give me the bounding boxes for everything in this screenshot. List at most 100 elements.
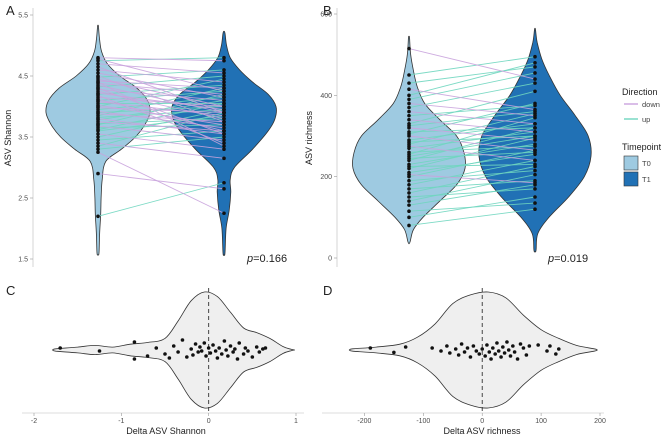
pair-line-up	[408, 164, 536, 167]
delta-point	[250, 355, 255, 359]
data-point-t0	[407, 113, 411, 118]
delta-point	[556, 347, 561, 351]
delta-point	[527, 344, 532, 348]
delta-point	[132, 357, 137, 361]
delta-point	[477, 352, 482, 356]
panel-c-x-ticks: -2 -1 0 1	[31, 413, 298, 425]
delta-point	[185, 355, 189, 359]
pair-line-up	[408, 174, 536, 202]
delta-point	[480, 347, 485, 351]
delta-point	[171, 344, 176, 348]
legend-t1-label: T1	[642, 175, 651, 184]
panel-a-y-ticks: 1.5 2.5 3.5 4.5 5.5	[18, 13, 33, 264]
x-tick-label: -100	[416, 418, 430, 425]
delta-point	[226, 354, 230, 358]
delta-point	[215, 356, 220, 360]
data-point-t0	[96, 150, 100, 155]
data-point-t1	[533, 148, 537, 153]
panel-a: 1.5 2.5 3.5 4.5 5.5 ASV Shannon p=0.166	[3, 8, 287, 267]
y-tick-label: 3.5	[18, 135, 28, 142]
panel-d-x-ticks: -200 -100 0 100 200	[357, 413, 606, 425]
panel-a-pvalue-text: =0.166	[253, 253, 287, 265]
data-point-t1	[533, 130, 537, 134]
delta-point	[199, 349, 204, 353]
pair-line-up	[408, 180, 536, 190]
panel-a-points	[96, 55, 226, 219]
delta-point	[515, 357, 520, 361]
pair-line-up	[408, 62, 536, 96]
pair-line-down	[97, 87, 225, 135]
panel-c: -2 -1 0 1 Delta ASV Shannon	[22, 288, 304, 436]
data-point-t0	[96, 171, 100, 176]
delta-point	[392, 350, 396, 355]
pair-line-down	[97, 63, 225, 74]
panel-letter-a: A	[6, 3, 15, 18]
pair-line-up	[408, 90, 536, 125]
data-point-t1	[222, 141, 226, 145]
data-point-t0	[96, 74, 100, 78]
data-point-t1	[222, 132, 226, 136]
data-point-t0	[407, 117, 411, 122]
data-point-t1	[222, 211, 226, 216]
data-point-t1	[533, 195, 537, 199]
pair-line-down	[408, 145, 536, 161]
pair-line-up	[97, 136, 225, 150]
pair-line-down	[408, 174, 536, 184]
y-tick-label: 600	[320, 12, 332, 19]
pair-line-down	[408, 48, 536, 80]
data-point-t0	[96, 68, 100, 72]
panel-b-pvalue-text: =0.019	[554, 253, 588, 265]
panel-a-pair-lines	[97, 57, 225, 217]
delta-point	[403, 345, 408, 349]
pair-line-up	[408, 208, 536, 226]
pair-line-down	[97, 173, 225, 190]
delta-point	[167, 356, 172, 360]
y-tick-label: 2.5	[18, 196, 28, 203]
delta-point	[254, 345, 259, 349]
delta-point	[132, 340, 137, 344]
delta-point	[508, 354, 513, 358]
data-point-t0	[407, 183, 411, 187]
data-point-t1	[222, 147, 226, 151]
delta-point	[430, 346, 434, 350]
data-point-t0	[96, 71, 100, 75]
data-point-t1	[533, 207, 537, 211]
delta-point	[518, 342, 523, 346]
data-point-t1	[222, 58, 226, 63]
data-point-t1	[533, 144, 537, 148]
data-point-t1	[222, 123, 226, 127]
delta-point	[545, 349, 549, 353]
pair-line-up	[408, 131, 536, 149]
data-point-t1	[222, 107, 226, 112]
data-point-t0	[96, 147, 100, 151]
pair-line-up	[408, 113, 536, 145]
delta-point	[163, 352, 167, 356]
data-point-t0	[407, 170, 411, 175]
pair-line-up	[408, 202, 536, 212]
delta-point	[524, 353, 529, 357]
data-point-t1	[222, 80, 226, 84]
panel-d: -200 -100 0 100 200 Delta ASV richness	[322, 288, 606, 436]
panel-b-y-ticks: 0 200 400 600	[320, 12, 337, 263]
delta-violin	[348, 291, 598, 409]
legend-t1-swatch	[623, 171, 639, 187]
panel-b-points	[407, 46, 537, 228]
delta-point	[180, 338, 185, 342]
pair-line-down	[97, 57, 225, 62]
delta-point	[204, 354, 208, 358]
data-point-t0	[96, 144, 100, 148]
pair-line-up	[408, 151, 536, 159]
delta-point	[97, 349, 102, 353]
data-point-t1	[533, 54, 537, 59]
delta-point	[439, 349, 443, 353]
data-point-t0	[407, 73, 411, 77]
data-point-t1	[533, 138, 537, 142]
data-point-t1	[222, 187, 226, 191]
delta-point	[487, 350, 492, 354]
data-point-t0	[407, 101, 411, 106]
data-point-t1	[533, 77, 537, 81]
delta-point	[462, 350, 467, 354]
delta-point	[206, 346, 211, 350]
delta-point	[511, 344, 515, 348]
data-point-t1	[222, 144, 226, 148]
